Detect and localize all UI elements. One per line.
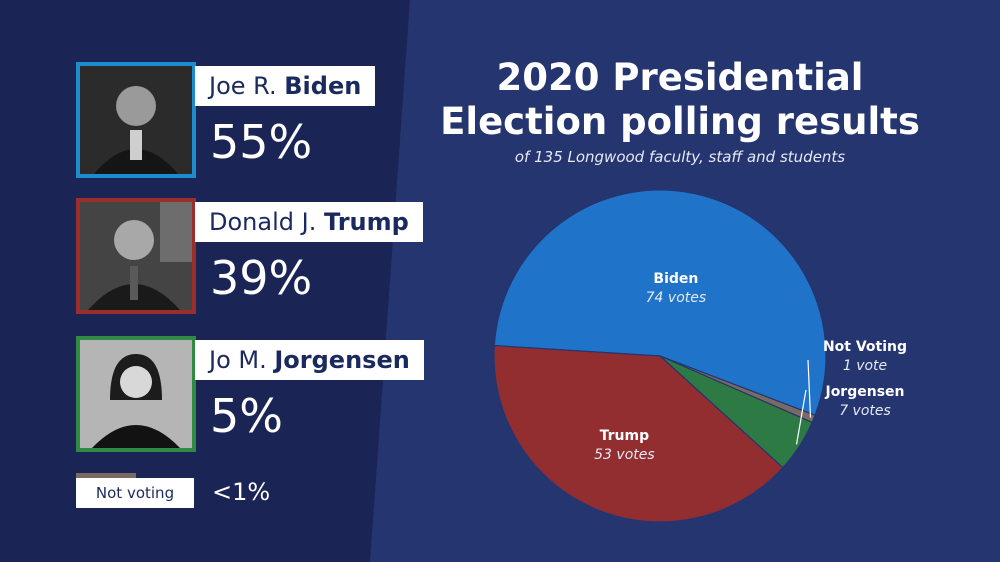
- jorgensen-percent: 5%: [210, 389, 283, 443]
- biden-name: Joe R. Biden: [195, 66, 376, 106]
- leader-line-jorgensen: [795, 389, 807, 445]
- chart-subtitle: of 135 Longwood faculty, staff and stude…: [514, 148, 846, 166]
- slice-label-biden: Biden: [653, 271, 698, 287]
- trump-name: Donald J. Trump: [195, 202, 423, 242]
- jorgensen-name: Jo M. Jorgensen: [195, 340, 424, 380]
- trump-percent: 39%: [210, 251, 313, 305]
- slice-value-not-voting: 1 vote: [843, 358, 887, 374]
- pie-chart: Biden 74 votes Not Voting 1 vote Jorgensen 7 …: [493, 189, 907, 523]
- slice-value-jorgensen: 7 votes: [839, 403, 891, 419]
- pie-slice-biden: [493, 189, 827, 417]
- biden-photo: [76, 62, 196, 178]
- slice-label-jorgensen: Jorgensen: [824, 384, 904, 400]
- not-voting-percent: <1%: [212, 478, 271, 506]
- slice-value-trump: 53 votes: [594, 447, 655, 463]
- slice-value-biden: 74 votes: [646, 290, 707, 306]
- pie-slice-trump: [493, 344, 784, 523]
- not-voting-bar: [76, 473, 136, 478]
- slice-label-not-voting: Not Voting: [823, 339, 907, 355]
- not-voting-label: Not voting: [76, 478, 194, 508]
- slice-label-trump: Trump: [600, 428, 650, 444]
- jorgensen-photo: [76, 336, 196, 452]
- trump-photo: [76, 198, 196, 314]
- biden-percent: 55%: [210, 115, 313, 169]
- leader-line-not-voting: [807, 359, 812, 418]
- chart-title: 2020 Presidential Election polling resul…: [440, 56, 920, 143]
